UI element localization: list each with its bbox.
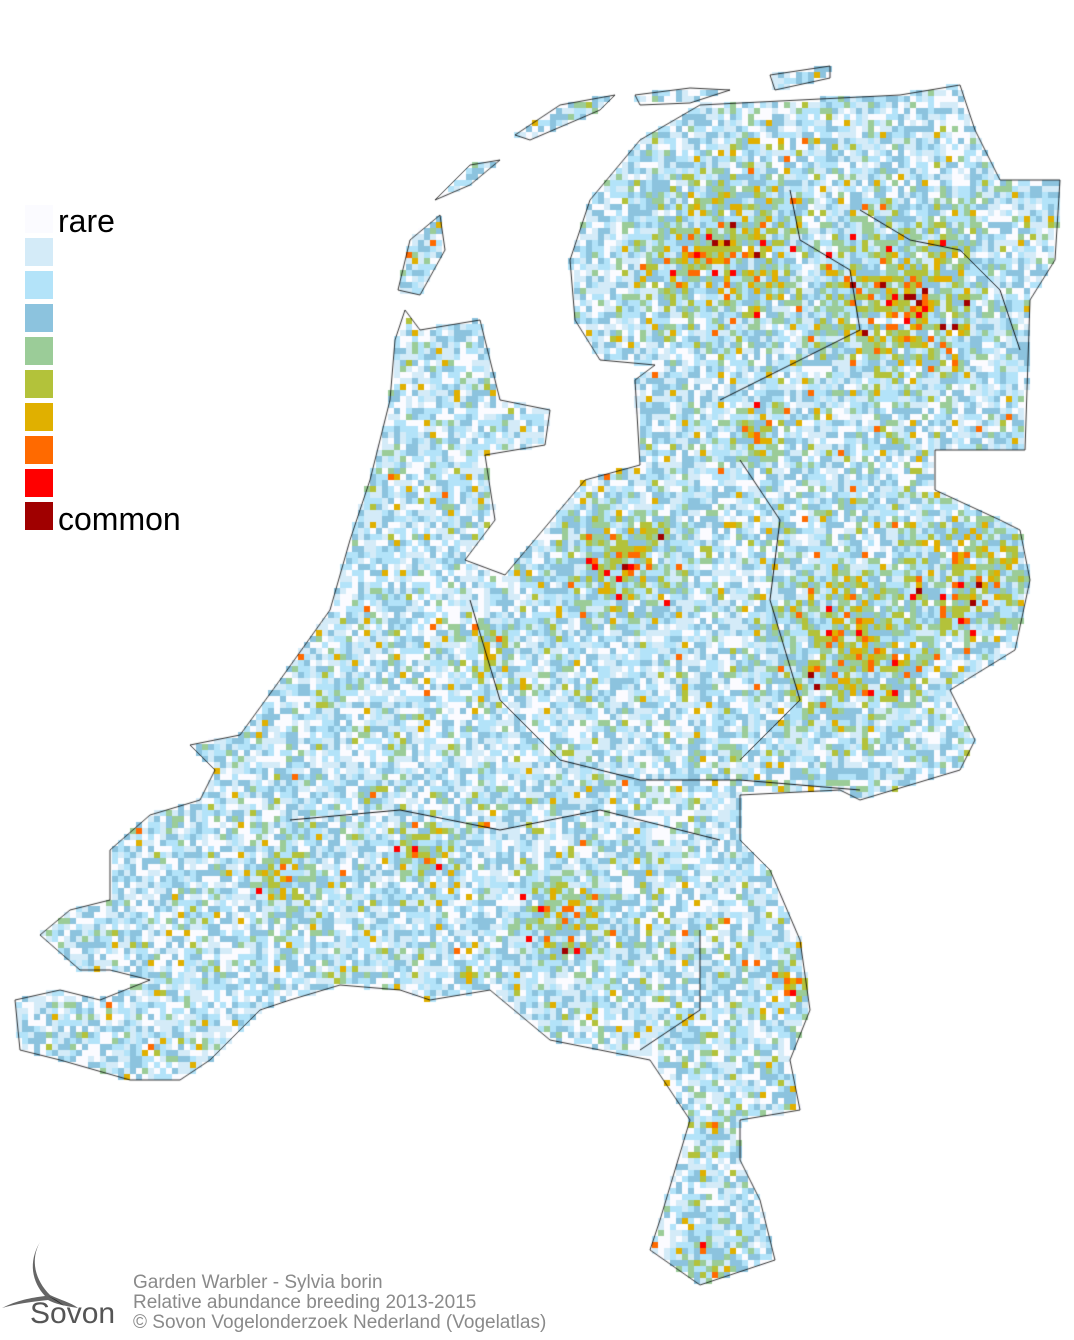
legend-swatch-3 (25, 304, 53, 332)
legend-swatch-5 (25, 370, 53, 398)
legend-swatch-0 (25, 205, 53, 233)
map-caption: Garden Warbler - Sylvia borin Relative a… (133, 1273, 546, 1333)
legend-rare-label: rare (58, 203, 115, 239)
legend-swatch-1 (25, 238, 53, 266)
legend-swatch-8 (25, 469, 53, 497)
legend-swatch-9 (25, 502, 53, 530)
legend-swatch-7 (25, 436, 53, 464)
legend-swatch-4 (25, 337, 53, 365)
legend-swatch-6 (25, 403, 53, 431)
copyright: © Sovon Vogelonderzoek Nederland (Vogela… (133, 1312, 547, 1333)
legend-swatch-2 (25, 271, 53, 299)
species-title: Garden Warbler - Sylvia borin (133, 1272, 383, 1293)
legend-common-label: common (58, 501, 181, 537)
map-subtitle: Relative abundance breeding 2013-2015 (133, 1292, 477, 1313)
logo-text: Sovon (30, 1297, 116, 1330)
